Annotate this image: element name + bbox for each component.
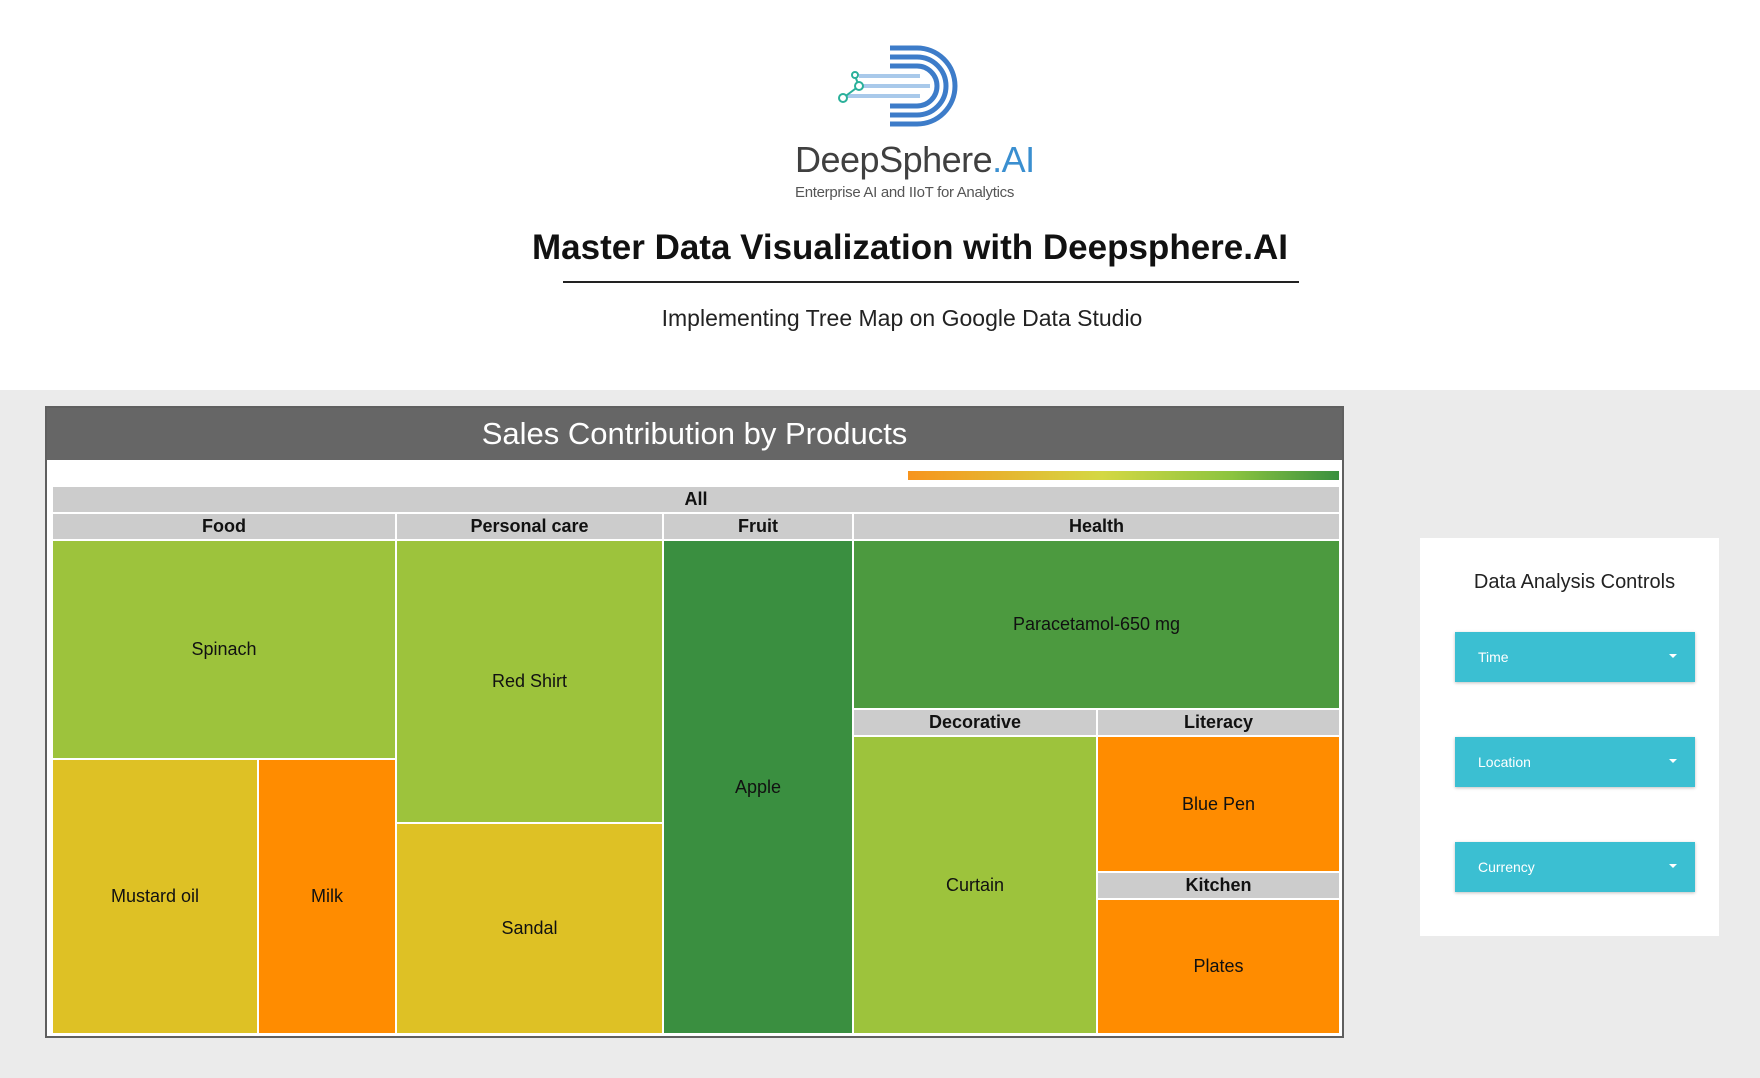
treemap-node-red-shirt[interactable]: Red Shirt <box>396 540 663 823</box>
brand-tagline: Enterprise AI and IIoT for Analytics <box>795 184 1015 201</box>
treemap-node-plates[interactable]: Plates <box>1097 899 1340 1034</box>
page-subtitle: Implementing Tree Map on Google Data Stu… <box>661 305 1143 331</box>
chevron-down-icon <box>1669 759 1677 763</box>
treemap-header-kitchen[interactable]: Kitchen <box>1097 872 1340 899</box>
deepsphere-logo-icon <box>838 45 958 127</box>
treemap-header-all[interactable]: All <box>52 486 1340 513</box>
treemap-node-curtain[interactable]: Curtain <box>853 736 1097 1034</box>
currency-dropdown-label: Currency <box>1478 859 1535 875</box>
treemap-node-blue-pen[interactable]: Blue Pen <box>1097 736 1340 872</box>
brand-name-main: DeepSphere <box>795 139 993 180</box>
title-underline <box>563 281 1299 283</box>
treemap-node-sandal[interactable]: Sandal <box>396 823 663 1034</box>
treemap[interactable]: All Food Personal care Fruit Health Spin… <box>52 486 1340 1034</box>
controls-title: Data Analysis Controls <box>1473 571 1676 593</box>
treemap-header-fruit[interactable]: Fruit <box>663 513 853 540</box>
treemap-header-literacy[interactable]: Literacy <box>1097 709 1340 736</box>
color-scale-legend <box>908 471 1339 480</box>
time-dropdown[interactable]: Time <box>1455 632 1695 682</box>
chart-title: Sales Contribution by Products <box>47 408 1342 460</box>
treemap-node-spinach[interactable]: Spinach <box>52 540 396 759</box>
report-header: DeepSphere.AI Enterprise AI and IIoT for… <box>0 0 1760 390</box>
data-analysis-controls-panel: Data Analysis Controls Time Location Cur… <box>1420 538 1719 936</box>
brand-name-suffix: .AI <box>992 139 1035 180</box>
page-title: Master Data Visualization with Deepspher… <box>532 228 1288 267</box>
treemap-header-personal-care[interactable]: Personal care <box>396 513 663 540</box>
brand-name: DeepSphere.AI <box>795 140 1035 180</box>
treemap-header-food[interactable]: Food <box>52 513 396 540</box>
time-dropdown-label: Time <box>1478 649 1509 665</box>
chevron-down-icon <box>1669 654 1677 658</box>
treemap-node-mustard-oil[interactable]: Mustard oil <box>52 759 258 1034</box>
treemap-chart-card[interactable]: Sales Contribution by Products All Food … <box>45 406 1344 1038</box>
treemap-node-apple[interactable]: Apple <box>663 540 853 1034</box>
location-dropdown[interactable]: Location <box>1455 737 1695 787</box>
chevron-down-icon <box>1669 864 1677 868</box>
treemap-header-decorative[interactable]: Decorative <box>853 709 1097 736</box>
treemap-header-health[interactable]: Health <box>853 513 1340 540</box>
location-dropdown-label: Location <box>1478 754 1531 770</box>
currency-dropdown[interactable]: Currency <box>1455 842 1695 892</box>
treemap-node-milk[interactable]: Milk <box>258 759 396 1034</box>
treemap-node-paracetamol[interactable]: Paracetamol-650 mg <box>853 540 1340 709</box>
